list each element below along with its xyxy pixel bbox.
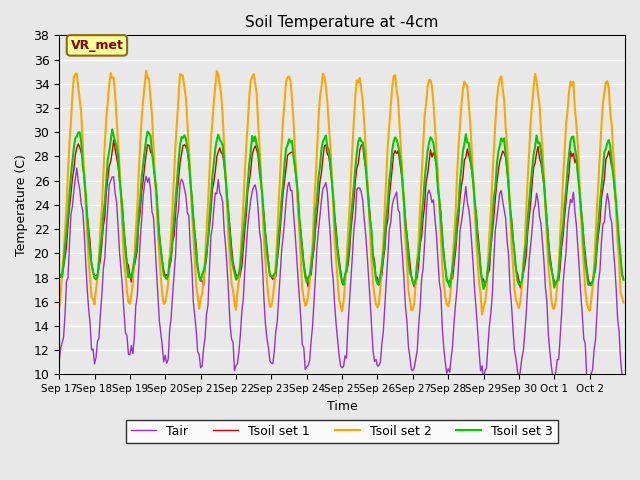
X-axis label: Time: Time <box>326 400 358 413</box>
Tair <box>55 359 63 364</box>
Tair <box>73 165 81 171</box>
Legend: Tair, Tsoil set 1, Tsoil set 2, Tsoil set 3: Tair, Tsoil set 1, Tsoil set 2, Tsoil se… <box>126 420 558 443</box>
Tsoil set 3 <box>620 277 627 283</box>
Tair <box>76 187 84 192</box>
Tsoil set 3 <box>480 286 488 292</box>
Tsoil set 1 <box>347 228 355 233</box>
Tsoil set 2 <box>347 175 355 180</box>
Tsoil set 1 <box>110 137 118 143</box>
Tsoil set 2 <box>74 84 82 90</box>
Tsoil set 2 <box>478 312 486 317</box>
Tsoil set 3 <box>545 239 552 244</box>
Tsoil set 1 <box>545 236 552 242</box>
Tsoil set 2 <box>92 287 100 292</box>
Tsoil set 1 <box>516 285 524 291</box>
Tsoil set 1 <box>92 273 100 278</box>
Tsoil set 3 <box>108 127 116 132</box>
Tair <box>617 357 625 362</box>
Tsoil set 2 <box>618 295 626 300</box>
Tsoil set 1 <box>74 141 82 147</box>
Tsoil set 2 <box>142 68 150 74</box>
Tsoil set 2 <box>459 87 467 93</box>
Line: Tair: Tair <box>59 168 623 383</box>
Line: Tsoil set 1: Tsoil set 1 <box>59 140 623 288</box>
Tsoil set 3 <box>347 216 355 222</box>
Tsoil set 3 <box>74 129 82 135</box>
Tsoil set 2 <box>545 264 552 270</box>
Text: VR_met: VR_met <box>70 39 124 52</box>
Tsoil set 3 <box>55 273 63 278</box>
Tsoil set 1 <box>618 271 626 277</box>
Tsoil set 1 <box>459 175 467 180</box>
Line: Tsoil set 2: Tsoil set 2 <box>59 71 623 314</box>
Tsoil set 3 <box>618 272 626 278</box>
Tsoil set 3 <box>459 148 467 154</box>
Tair <box>620 380 627 385</box>
Tair <box>459 208 467 214</box>
Tair <box>347 277 355 283</box>
Tsoil set 2 <box>620 300 627 306</box>
Tair <box>93 338 101 344</box>
Y-axis label: Temperature (C): Temperature (C) <box>15 154 28 256</box>
Line: Tsoil set 3: Tsoil set 3 <box>59 130 623 289</box>
Tsoil set 1 <box>55 274 63 279</box>
Tair <box>543 299 551 304</box>
Tsoil set 3 <box>92 276 100 282</box>
Tsoil set 1 <box>620 276 627 281</box>
Title: Soil Temperature at -4cm: Soil Temperature at -4cm <box>245 15 439 30</box>
Tsoil set 2 <box>55 305 63 311</box>
